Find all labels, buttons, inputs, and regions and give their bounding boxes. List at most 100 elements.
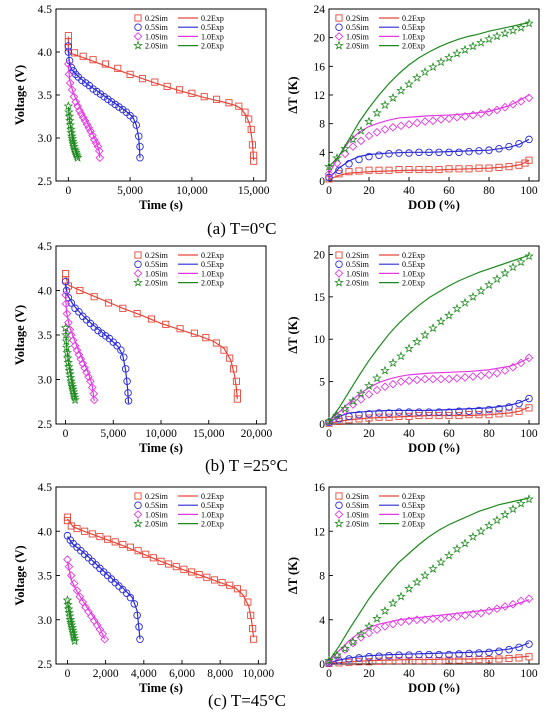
x-tick-label: 40 bbox=[403, 668, 415, 680]
data-point-2.0sim bbox=[61, 329, 71, 340]
data-point-0.2sim bbox=[455, 411, 463, 420]
caption-b: (b) T =25°C bbox=[205, 456, 288, 475]
x-tick-label: 0 bbox=[65, 668, 71, 680]
data-point-1.0sim bbox=[62, 309, 72, 318]
data-point-0.5sim bbox=[475, 649, 483, 657]
data-point-0.5sim bbox=[435, 408, 443, 416]
data-point-0.5sim bbox=[405, 408, 413, 416]
data-point-2.0sim bbox=[444, 52, 454, 62]
data-point-0.5sim bbox=[135, 132, 143, 141]
data-point-0.5sim bbox=[475, 147, 483, 155]
data-point-2.0sim bbox=[460, 538, 470, 548]
x-axis-label: DOD (%) bbox=[408, 198, 460, 212]
data-point-0.5sim bbox=[445, 650, 453, 659]
data-point-0.5sim bbox=[113, 341, 121, 350]
data-point-2.0sim bbox=[356, 125, 366, 135]
data-point-0.5sim bbox=[505, 403, 513, 411]
legend-label-sim: 0.5Sim bbox=[145, 501, 169, 510]
data-point-2.0sim bbox=[412, 577, 422, 587]
y-tick-label: 0 bbox=[319, 419, 325, 431]
data-point-1.0sim bbox=[75, 592, 85, 602]
data-point-1.0sim bbox=[64, 70, 74, 79]
y-tick-label: 4.5 bbox=[38, 241, 53, 253]
data-point-0.5sim bbox=[375, 652, 383, 661]
data-point-0.5sim bbox=[103, 571, 112, 580]
data-point-0.2sim bbox=[385, 413, 393, 421]
data-point-2.0sim bbox=[508, 25, 518, 35]
data-point-1.0sim bbox=[340, 149, 350, 159]
legend-label-exp: 0.2Exp bbox=[402, 251, 425, 260]
legend-label-sim: 1.0Sim bbox=[346, 269, 370, 278]
data-point-0.2sim bbox=[405, 412, 413, 420]
data-point-2.0sim bbox=[67, 625, 78, 635]
data-point-1.0sim bbox=[492, 368, 502, 378]
legend-marker bbox=[133, 277, 143, 287]
data-point-1.0sim bbox=[332, 158, 342, 168]
data-point-0.2sim bbox=[385, 657, 393, 665]
data-point-0.2sim bbox=[355, 415, 363, 423]
data-point-2.0sim bbox=[460, 297, 470, 307]
data-point-0.2sim bbox=[525, 156, 533, 164]
y-tick-label: 4 bbox=[319, 615, 325, 627]
data-point-0.5sim bbox=[81, 79, 90, 87]
data-point-0.5sim bbox=[365, 410, 373, 418]
data-point-1.0sim bbox=[364, 628, 374, 638]
data-point-0.5sim bbox=[64, 48, 73, 56]
legend-marker bbox=[334, 32, 344, 41]
data-point-1.0sim bbox=[348, 142, 358, 151]
data-point-0.2sim bbox=[485, 411, 493, 419]
series-line-2.0exp bbox=[328, 22, 530, 168]
x-tick-label: 0 bbox=[326, 668, 332, 680]
data-point-0.2sim bbox=[172, 563, 180, 571]
y-axis-label: Voltage (V) bbox=[13, 65, 27, 125]
legend-marker bbox=[334, 518, 344, 528]
data-point-0.2sim bbox=[218, 579, 226, 587]
data-point-0.2sim bbox=[61, 270, 70, 278]
data-point-2.0sim bbox=[68, 138, 79, 149]
data-point-0.5sim bbox=[525, 394, 533, 403]
x-tick-label: 20 bbox=[363, 668, 375, 680]
y-tick-label: 2.5 bbox=[38, 659, 53, 671]
legend-label-sim: 2.0Sim bbox=[145, 520, 169, 529]
data-point-1.0sim bbox=[65, 78, 75, 88]
data-point-0.2sim bbox=[445, 165, 453, 173]
data-point-0.5sim bbox=[118, 105, 127, 114]
data-point-2.0sim bbox=[69, 635, 80, 646]
data-point-0.2sim bbox=[365, 414, 373, 422]
y-tick-label: 2.5 bbox=[38, 176, 53, 188]
x-tick-label: 40 bbox=[403, 185, 415, 197]
y-tick-label: 4.5 bbox=[38, 482, 53, 494]
data-point-2.0sim bbox=[468, 531, 478, 541]
data-point-0.5sim bbox=[425, 650, 433, 659]
data-point-0.5sim bbox=[485, 405, 493, 414]
data-point-2.0sim bbox=[63, 101, 74, 111]
x-tick-label: 100 bbox=[520, 668, 538, 680]
data-point-0.5sim bbox=[100, 92, 108, 101]
data-point-0.2sim bbox=[195, 571, 203, 579]
data-point-0.2sim bbox=[88, 530, 96, 538]
data-point-0.2sim bbox=[525, 404, 533, 412]
data-point-0.5sim bbox=[96, 90, 105, 98]
legend-label-sim: 0.5Sim bbox=[346, 501, 370, 510]
data-point-0.2sim bbox=[163, 82, 171, 90]
data-point-0.2sim bbox=[232, 377, 240, 385]
series-line-0.2exp bbox=[67, 36, 255, 161]
data-point-2.0sim bbox=[460, 44, 470, 54]
data-point-2.0sim bbox=[380, 99, 390, 110]
data-point-0.5sim bbox=[67, 299, 76, 307]
data-point-2.0sim bbox=[69, 144, 80, 154]
y-tick-label: 10 bbox=[314, 334, 326, 346]
data-point-0.5sim bbox=[78, 76, 86, 85]
data-point-2.0sim bbox=[332, 650, 342, 660]
data-point-2.0sim bbox=[484, 34, 494, 44]
legend-marker bbox=[134, 14, 142, 22]
data-point-0.5sim bbox=[415, 148, 423, 157]
data-point-1.0sim bbox=[64, 59, 73, 69]
data-point-1.0sim bbox=[356, 136, 366, 146]
data-point-0.5sim bbox=[415, 650, 423, 659]
data-point-0.5sim bbox=[80, 550, 89, 559]
data-point-2.0sim bbox=[66, 376, 76, 386]
data-point-2.0sim bbox=[324, 416, 334, 426]
data-point-1.0sim bbox=[404, 120, 414, 129]
data-point-0.5sim bbox=[405, 651, 413, 659]
